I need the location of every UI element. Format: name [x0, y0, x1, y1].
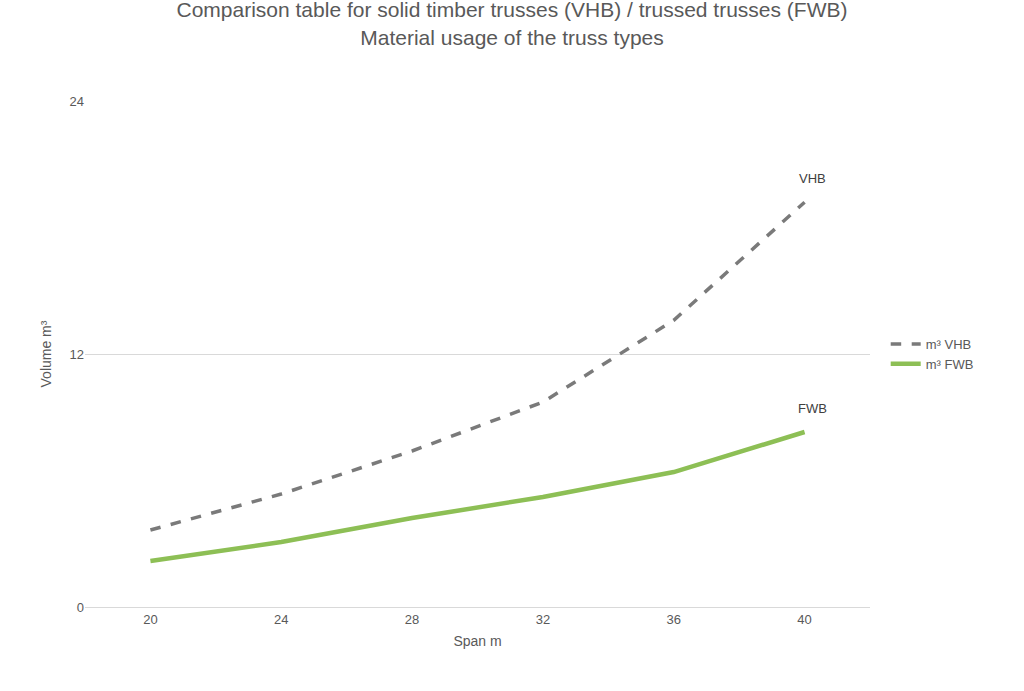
- svg-text:0: 0: [77, 600, 84, 615]
- svg-text:40: 40: [797, 612, 811, 627]
- svg-text:Span m: Span m: [453, 633, 501, 649]
- svg-text:FWB: FWB: [798, 401, 827, 416]
- svg-text:24: 24: [70, 94, 84, 109]
- svg-text:28: 28: [405, 612, 419, 627]
- svg-text:Volume m³: Volume m³: [38, 320, 54, 387]
- svg-text:VHB: VHB: [799, 171, 826, 186]
- svg-text:12: 12: [70, 347, 84, 362]
- svg-text:Comparison table for solid tim: Comparison table for solid timber trusse…: [176, 0, 847, 49]
- svg-text:36: 36: [667, 612, 681, 627]
- svg-text:24: 24: [274, 612, 288, 627]
- svg-text:m³ FWB: m³ FWB: [926, 357, 974, 372]
- svg-text:32: 32: [536, 612, 550, 627]
- svg-text:m³ VHB: m³ VHB: [926, 337, 972, 352]
- svg-text:20: 20: [143, 612, 157, 627]
